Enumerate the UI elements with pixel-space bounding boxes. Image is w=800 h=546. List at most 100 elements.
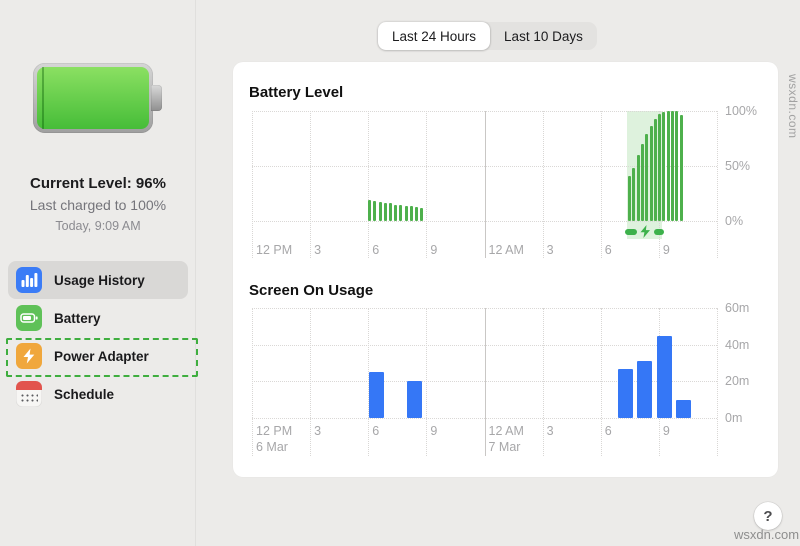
gridline-vertical — [600, 308, 602, 456]
y-axis-tick-label: 40m — [725, 337, 750, 352]
usage-history-panel: Battery Level Screen On Usage 100% 50% 0% 1… — [233, 62, 778, 477]
gridline-vertical — [717, 308, 718, 456]
x-axis-tick-label: 9 — [662, 424, 670, 438]
battery-icon — [16, 305, 42, 331]
chart-bar — [666, 111, 670, 221]
x-axis-tick-label: 3 — [546, 424, 554, 438]
y-axis-tick-label: 20m — [725, 374, 750, 389]
chart-bar — [671, 111, 675, 221]
x-axis-tick-label: 6 — [604, 424, 612, 438]
gridline-vertical — [717, 111, 718, 258]
chart-bar — [679, 115, 683, 221]
chart-bar — [676, 399, 692, 418]
lightning-icon — [16, 343, 42, 369]
battery-level-chart-title: Battery Level — [249, 84, 344, 101]
x-axis-tick-label: 12 AM — [488, 424, 524, 438]
x-axis-tick-label: 12 PM — [256, 424, 293, 438]
x-axis-tick-label: 12 AM — [488, 243, 524, 257]
x-axis-tick-label: 3 — [546, 243, 554, 257]
y-axis-tick-label: 0% — [725, 214, 744, 228]
sidebar-item-label: Battery — [54, 310, 101, 326]
y-axis-tick-label: 100% — [725, 104, 757, 118]
chart-bar — [636, 155, 640, 221]
battery-nub — [151, 85, 162, 111]
x-axis-tick-label: 3 — [314, 243, 322, 257]
midnight-gridline — [484, 308, 486, 456]
chart-bar — [378, 202, 382, 221]
tab-last-10-days[interactable]: Last 10 Days — [490, 22, 597, 50]
x-axis-date-label: 6 Mar — [256, 440, 288, 454]
x-axis-tick-label: 9 — [430, 243, 438, 257]
x-axis-tick-label: 6 — [372, 424, 380, 438]
chart-bar — [653, 118, 657, 221]
tab-last-24-hours[interactable]: Last 24 Hours — [378, 22, 491, 50]
sidebar-item-label: Usage History — [54, 272, 145, 288]
sidebar-item-power-adapter[interactable]: Power Adapter — [8, 337, 188, 375]
gridline-vertical — [368, 111, 370, 258]
sidebar: Current Level: 96% Last charged to 100% … — [0, 0, 198, 546]
chart-bar — [409, 205, 413, 221]
chart-bar — [414, 206, 418, 221]
gridline-vertical — [542, 308, 544, 456]
chart-bar — [632, 168, 636, 221]
help-button[interactable]: ? — [754, 502, 782, 530]
x-axis-tick-label: 9 — [430, 424, 438, 438]
sidebar-item-schedule[interactable]: Schedule — [8, 375, 188, 413]
chart-bar — [675, 111, 679, 221]
gridline-vertical — [368, 308, 370, 456]
gridline-vertical — [426, 111, 428, 258]
midnight-gridline — [484, 111, 486, 258]
calendar-icon — [16, 381, 42, 407]
chart-bar — [628, 175, 632, 221]
chart-bar — [368, 200, 372, 221]
x-axis-tick-label: 3 — [314, 424, 322, 438]
current-level-text: Current Level: 96% — [30, 175, 166, 192]
battery-fill — [37, 67, 149, 129]
watermark-text: wsxdn.com — [734, 527, 800, 542]
chart-bar — [399, 204, 403, 221]
chart-bar — [649, 126, 653, 221]
time-range-segmented-control: Last 24 Hours Last 10 Days — [378, 22, 597, 50]
gridline-vertical — [542, 111, 544, 258]
watermark-side-text: wsxdn.com — [786, 74, 800, 139]
charged-time-text: Today, 9:09 AM — [55, 219, 141, 233]
chart-bar — [383, 203, 387, 221]
sidebar-item-label: Power Adapter — [54, 348, 149, 364]
y-axis-tick-label: 0m — [725, 411, 743, 425]
chart-bar — [369, 372, 385, 418]
x-axis-tick-label: 6 — [372, 243, 380, 257]
chart-bar — [618, 368, 634, 418]
chart-bar — [658, 114, 662, 221]
chart-bar — [640, 144, 644, 221]
screen-on-usage-chart-title: Screen On Usage — [249, 282, 374, 299]
chart-bar — [407, 381, 422, 418]
sidebar-item-battery[interactable]: Battery — [8, 299, 188, 337]
battery-graphic-icon — [33, 63, 162, 133]
sidebar-item-label: Schedule — [54, 386, 115, 402]
x-axis-tick-label: 12 PM — [256, 243, 293, 257]
chart-bar — [388, 203, 392, 221]
y-axis-tick-label: 60m — [725, 301, 750, 315]
x-axis-tick-label: 6 — [604, 243, 612, 257]
gridline-vertical — [600, 111, 602, 258]
sidebar-item-usage-history[interactable]: Usage History — [8, 261, 188, 299]
gridline-vertical — [310, 308, 312, 456]
y-axis-tick-label: 50% — [725, 159, 751, 173]
chart-bar — [404, 205, 408, 221]
chart-bar — [420, 207, 424, 221]
chart-bar — [656, 335, 672, 418]
chart-bar — [637, 361, 653, 418]
bar-chart-icon — [16, 267, 42, 293]
chart-bar — [394, 204, 398, 221]
charging-indicator-icon — [624, 225, 664, 238]
chart-bar — [373, 201, 377, 221]
gridline-vertical — [310, 111, 312, 258]
chart-bar — [645, 134, 649, 221]
x-axis-tick-label: 9 — [662, 243, 670, 257]
gridline-vertical — [252, 308, 253, 456]
chart-bar — [662, 112, 666, 221]
gridline-vertical — [252, 111, 253, 258]
gridline-vertical — [426, 308, 428, 456]
x-axis-date-label: 7 Mar — [488, 440, 521, 454]
last-charged-text: Last charged to 100% — [29, 197, 167, 213]
